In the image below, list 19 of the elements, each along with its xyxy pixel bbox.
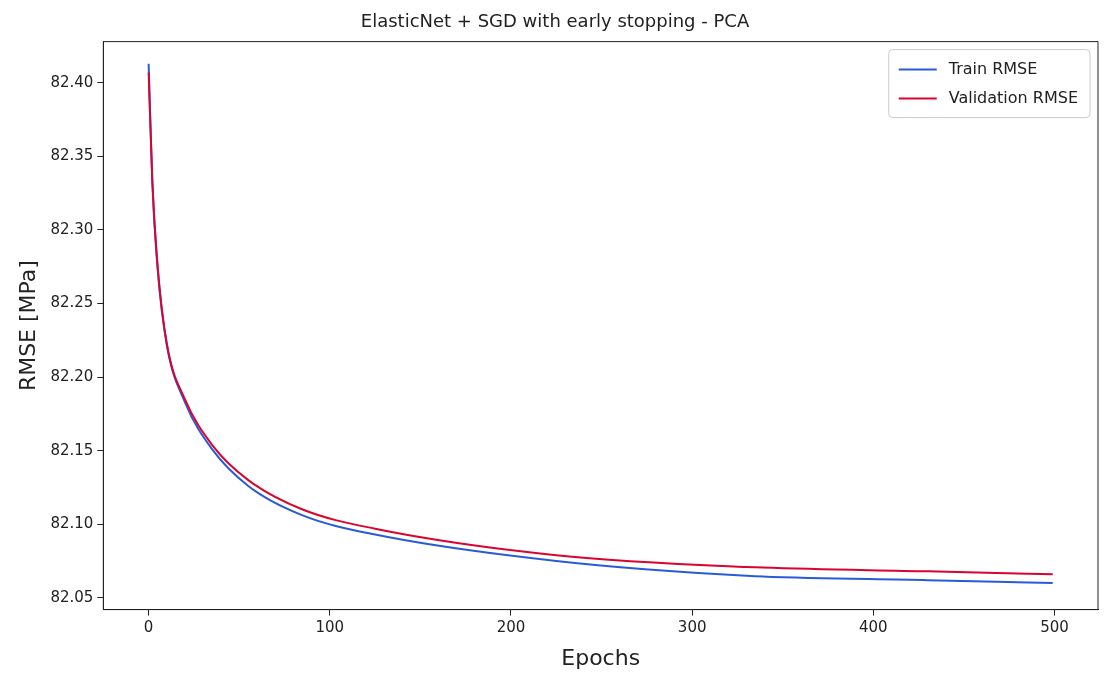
y-axis-title: RMSE [MPa] [14, 260, 40, 392]
x-tick-label: 200 [496, 618, 526, 637]
x-tick-label: 400 [859, 618, 888, 637]
y-tick-label: 82.25 [50, 293, 94, 312]
x-axis-title: Epochs [561, 644, 641, 670]
chart-title: ElasticNet + SGD with early stopping - PCA [360, 10, 750, 32]
y-tick-label: 82.20 [50, 366, 94, 385]
y-tick-label: 82.15 [50, 440, 94, 459]
y-tick-label: 82.30 [50, 219, 94, 238]
x-tick-label: 300 [677, 618, 707, 637]
y-tick-label: 82.35 [50, 146, 94, 165]
x-tick-label: 0 [143, 618, 154, 637]
y-tick-label: 82.10 [50, 514, 94, 533]
x-tick-label: 500 [1040, 618, 1069, 637]
legend-label: Validation RMSE [948, 87, 1078, 107]
y-tick-label: 82.40 [50, 72, 94, 91]
y-tick-label: 82.05 [50, 587, 94, 606]
x-tick-label: 100 [315, 618, 345, 637]
legend-label: Train RMSE [947, 58, 1038, 78]
